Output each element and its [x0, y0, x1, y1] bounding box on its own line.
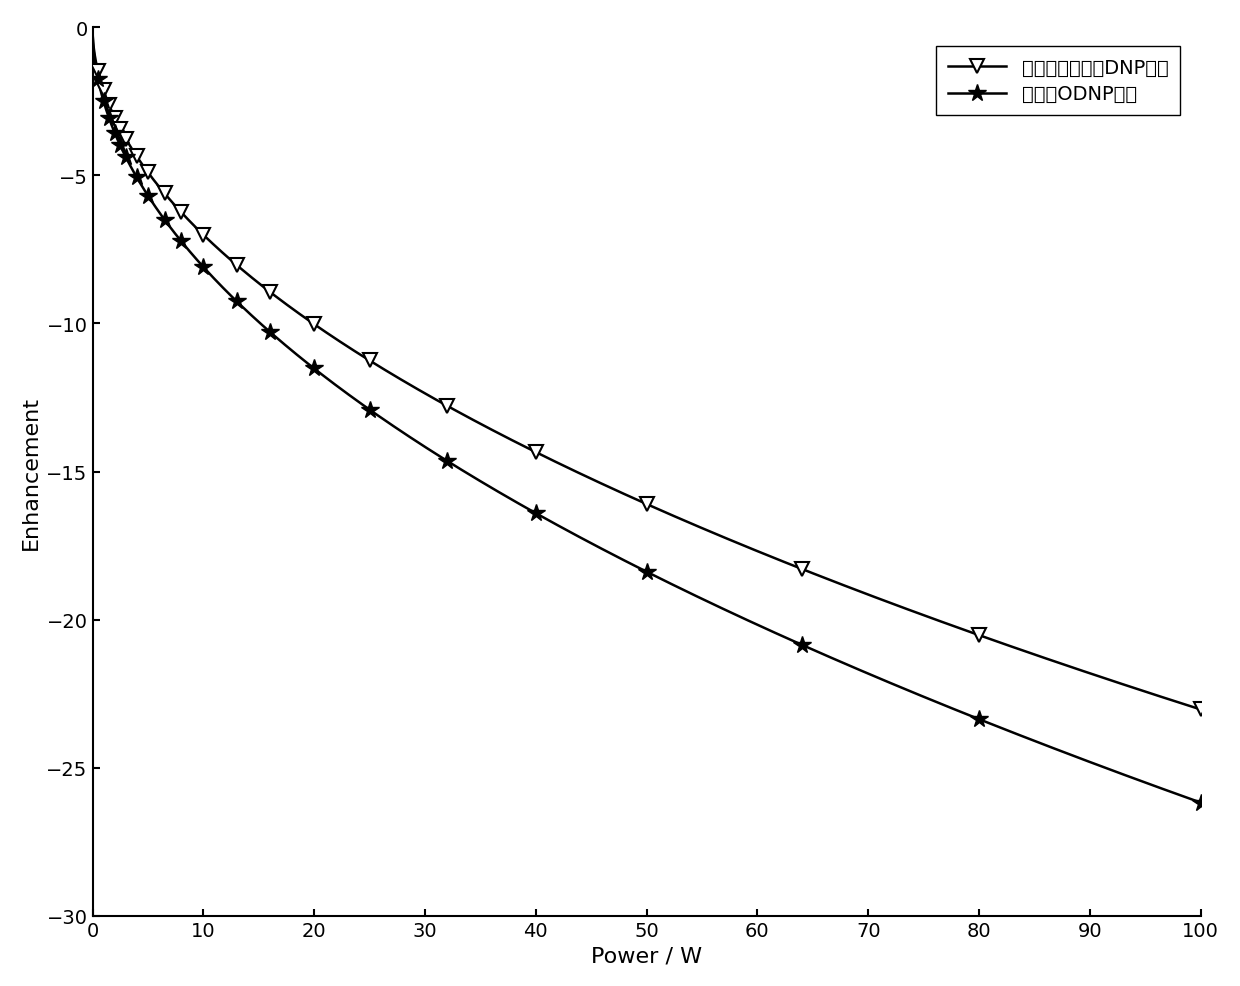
- 矿物油ODNP增强: [102, 113, 117, 125]
- 含油水混合样品DNP增强: [113, 123, 128, 135]
- 含油水混合样品DNP增强: [263, 287, 278, 299]
- 含油水混合样品DNP增强: [129, 152, 144, 164]
- 含油水混合样品DNP增强: [440, 400, 455, 412]
- 矿物油ODNP增强: [528, 508, 543, 520]
- 矿物油ODNP增强: [157, 215, 172, 227]
- 矿物油ODNP增强: [91, 74, 105, 86]
- 矿物油ODNP增强: [229, 296, 244, 308]
- 矿物油ODNP增强: [972, 714, 987, 726]
- 矿物油ODNP增强: [97, 97, 112, 108]
- 矿物油ODNP增强: [113, 140, 128, 152]
- X-axis label: Power / W: Power / W: [591, 946, 702, 965]
- 矿物油ODNP增强: [639, 566, 653, 578]
- 矿物油ODNP增强: [1193, 797, 1208, 809]
- Y-axis label: Enhancement: Enhancement: [21, 395, 41, 549]
- 含油水混合样品DNP增强: [97, 86, 112, 98]
- 含油水混合样品DNP增强: [118, 133, 133, 145]
- 矿物油ODNP增强: [174, 236, 188, 247]
- 含油水混合样品DNP增强: [639, 499, 653, 511]
- 矿物油ODNP增强: [107, 128, 122, 140]
- 含油水混合样品DNP增强: [229, 259, 244, 271]
- 含油水混合样品DNP增强: [528, 447, 543, 458]
- 矿物油ODNP增强: [263, 326, 278, 338]
- 含油水混合样品DNP增强: [102, 101, 117, 112]
- 矿物油ODNP增强: [196, 261, 211, 273]
- 含油水混合样品DNP增强: [140, 168, 155, 179]
- 含油水混合样品DNP增强: [795, 563, 810, 575]
- 矿物油ODNP增强: [129, 173, 144, 184]
- 矿物油ODNP增强: [795, 639, 810, 651]
- Line: 含油水混合样品DNP增强: 含油水混合样品DNP增强: [91, 65, 1208, 717]
- 含油水混合样品DNP增强: [91, 66, 105, 78]
- 含油水混合样品DNP增强: [1193, 704, 1208, 716]
- 矿物油ODNP增强: [118, 152, 133, 164]
- 矿物油ODNP增强: [362, 404, 377, 416]
- 矿物油ODNP增强: [306, 363, 321, 375]
- Line: 矿物油ODNP增强: 矿物油ODNP增强: [89, 71, 1210, 811]
- 含油水混合样品DNP增强: [196, 230, 211, 242]
- 矿物油ODNP增强: [440, 456, 455, 467]
- 矿物油ODNP增强: [140, 190, 155, 202]
- 含油水混合样品DNP增强: [306, 318, 321, 330]
- 含油水混合样品DNP增强: [107, 112, 122, 124]
- 含油水混合样品DNP增强: [174, 207, 188, 219]
- 含油水混合样品DNP增强: [362, 355, 377, 367]
- Legend: 含油水混合样品DNP增强, 矿物油ODNP增强: 含油水混合样品DNP增强, 矿物油ODNP增强: [936, 47, 1180, 116]
- 含油水混合样品DNP增强: [157, 188, 172, 200]
- 含油水混合样品DNP增强: [972, 630, 987, 642]
